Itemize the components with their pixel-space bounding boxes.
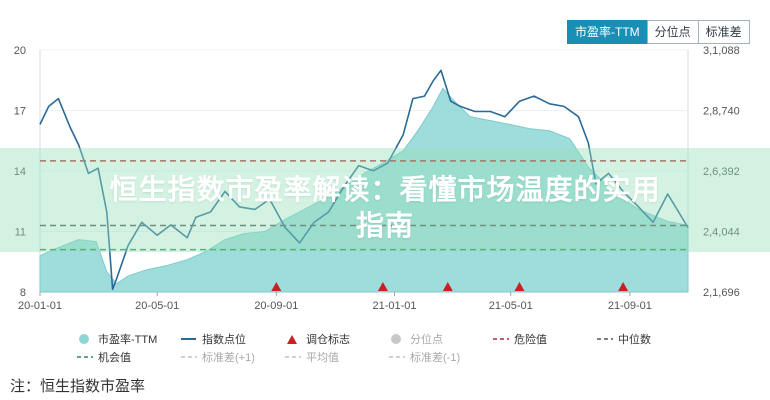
index-legend[interactable]: 指数点位 (180, 331, 284, 347)
y-left-tick-label: 11 (15, 227, 26, 239)
legend-swatch-dash (77, 356, 93, 358)
x-tick-label: 20-09-01 (254, 300, 298, 312)
legend-swatch-dash (181, 356, 197, 358)
legend-swatch-circle (79, 334, 89, 344)
y-left-tick-label: 20 (14, 45, 26, 57)
pe-legend[interactable]: 市盈率-TTM (76, 331, 180, 347)
quantile-legend[interactable]: 分位点 (388, 331, 492, 347)
y-right-tick-label: 2,1,696 (703, 287, 740, 299)
x-tick-label: 21-01-01 (372, 300, 416, 312)
signal-marker (618, 282, 629, 291)
signal-legend[interactable]: 调仓标志 (284, 331, 388, 347)
index-line (39, 69, 689, 291)
legend-swatch-line (181, 338, 196, 340)
chart-note: 注：恒生指数市盈率 (10, 378, 146, 395)
legend-label: 平均值 (306, 352, 339, 364)
mean-legend[interactable]: 平均值 (284, 349, 388, 365)
y-right-tick-label: 3,1,088 (703, 45, 740, 57)
legend-label: 机会值 (98, 352, 131, 364)
std-plus-legend[interactable]: 标准差(+1) (180, 349, 284, 365)
y-left-tick-label: 8 (20, 287, 26, 299)
y-left-tick-label: 17 (14, 106, 26, 118)
legend-swatch-dash (493, 338, 509, 340)
std-minus-legend[interactable]: 标准差(-1) (388, 349, 492, 365)
pe-index-chart: 20 17 14 11 8 3,1,088 2,8,740 2,6,392 2,4,044 2,1… (14, 45, 740, 312)
overlay-title-line1: 恒生指数市盈率解读：看懂市场温度的实用 (109, 174, 661, 205)
legend-swatch-dash (597, 338, 613, 340)
median-legend[interactable]: 中位数 (596, 331, 700, 347)
signal-marker (377, 282, 388, 291)
danger-legend[interactable]: 危险值 (492, 331, 596, 347)
legend-label: 标准差(+1) (202, 352, 255, 364)
signal-marker (514, 282, 525, 291)
legend-label: 分位点 (410, 334, 443, 346)
y-left-tick-label: 14 (14, 166, 26, 178)
y-right-tick-label: 2,8,740 (703, 106, 740, 118)
pe-area (39, 87, 689, 293)
signal-marker (442, 282, 453, 291)
legend-label: 市盈率-TTM (98, 334, 158, 346)
chart-legend: 市盈率-TTM 指数点位 调仓标志 分位点 危险值 中位数机会值 标准差(+1) 平均值 标准差… (76, 330, 716, 366)
y-right-tick-label: 2,4,044 (703, 227, 740, 239)
legend-label: 标准差(-1) (410, 352, 461, 364)
tab-percentile[interactable]: 分位点 (646, 20, 699, 44)
legend-label: 中位数 (618, 334, 651, 346)
x-tick-label: 21-09-01 (608, 300, 652, 312)
legend-label: 调仓标志 (306, 334, 350, 346)
x-tick-label: 20-05-01 (135, 300, 179, 312)
opportunity-legend[interactable]: 机会值 (76, 349, 180, 365)
signal-marker (271, 282, 282, 291)
overlay-title-line2: 指南 (355, 210, 414, 241)
tab-std-dev[interactable]: 标准差 (697, 20, 750, 44)
legend-row: 市盈率-TTM 指数点位 调仓标志 分位点 危险值 中位数 (76, 330, 716, 348)
legend-label: 指数点位 (202, 334, 246, 346)
x-tick-label: 20-01-01 (18, 300, 62, 312)
tab-pe-ttm[interactable]: 市盈率-TTM (567, 20, 648, 44)
legend-label: 危险值 (514, 334, 547, 346)
overlay-band (0, 148, 770, 252)
chart-tabs: 市盈率-TTM 分位点 标准差 (567, 20, 750, 44)
legend-row: 机会值 标准差(+1) 平均值 标准差(-1) (76, 348, 716, 366)
legend-swatch-circle (391, 334, 401, 344)
y-right-tick-label: 2,6,392 (703, 166, 740, 178)
x-tick-label: 21-05-01 (489, 300, 533, 312)
legend-swatch-dash (389, 356, 405, 358)
legend-swatch-dash (285, 356, 301, 358)
legend-swatch-triangle (287, 335, 297, 344)
